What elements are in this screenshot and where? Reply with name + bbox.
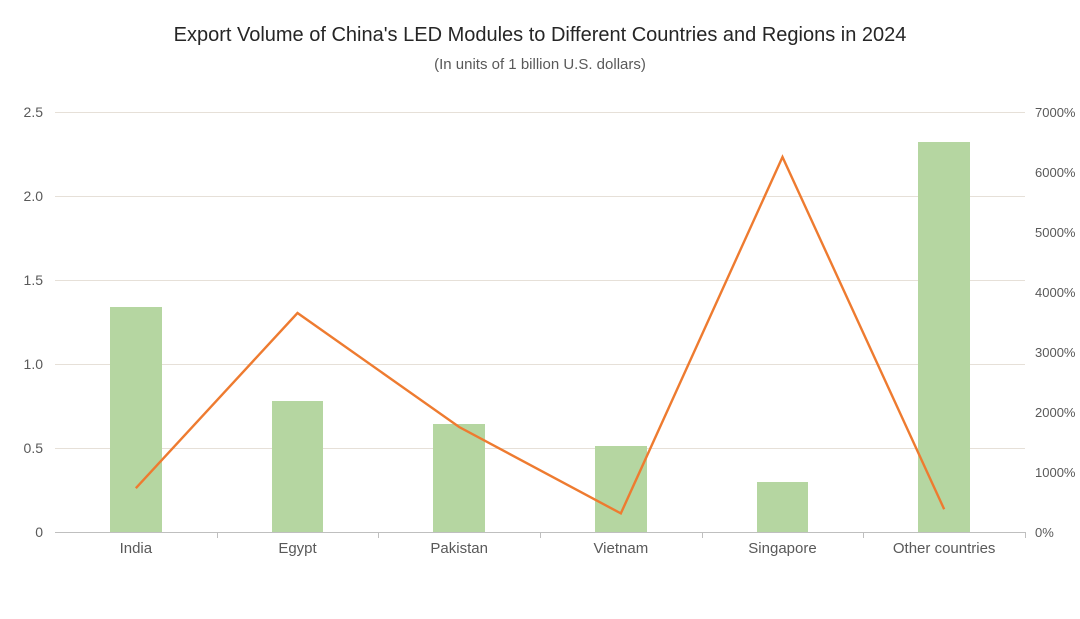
x-category-label: Egypt [278,540,316,557]
y-left-tick-label: 2.5 [0,104,43,120]
x-tick [540,532,541,538]
chart-title: Export Volume of China's LED Modules to … [0,24,1080,47]
x-category-label: Singapore [748,540,816,557]
y-left-tick-label: 0 [0,524,43,540]
y-right-tick-label: 6000% [1035,165,1075,180]
y-right-tick-label: 7000% [1035,105,1075,120]
line-series [55,112,1025,532]
y-right-tick-label: 5000% [1035,225,1075,240]
x-tick [863,532,864,538]
y-left-tick-label: 1.5 [0,272,43,288]
y-right-tick-label: 2000% [1035,405,1075,420]
y-left-tick-label: 0.5 [0,440,43,456]
x-tick [378,532,379,538]
y-right-tick-label: 3000% [1035,345,1075,360]
plot-area: 00.51.01.52.02.50%1000%2000%3000%4000%50… [55,112,1025,532]
chart-subtitle: (In units of 1 billion U.S. dollars) [0,56,1080,73]
y-right-tick-label: 0% [1035,525,1054,540]
chart-container: Export Volume of China's LED Modules to … [0,0,1080,619]
y-left-tick-label: 2.0 [0,188,43,204]
y-right-tick-label: 1000% [1035,465,1075,480]
x-category-label: India [120,540,153,557]
y-right-tick-label: 4000% [1035,285,1075,300]
x-category-label: Other countries [893,540,996,557]
x-category-label: Vietnam [593,540,648,557]
x-category-label: Pakistan [430,540,488,557]
x-tick [1025,532,1026,538]
x-tick [702,532,703,538]
y-left-tick-label: 1.0 [0,356,43,372]
x-tick [217,532,218,538]
